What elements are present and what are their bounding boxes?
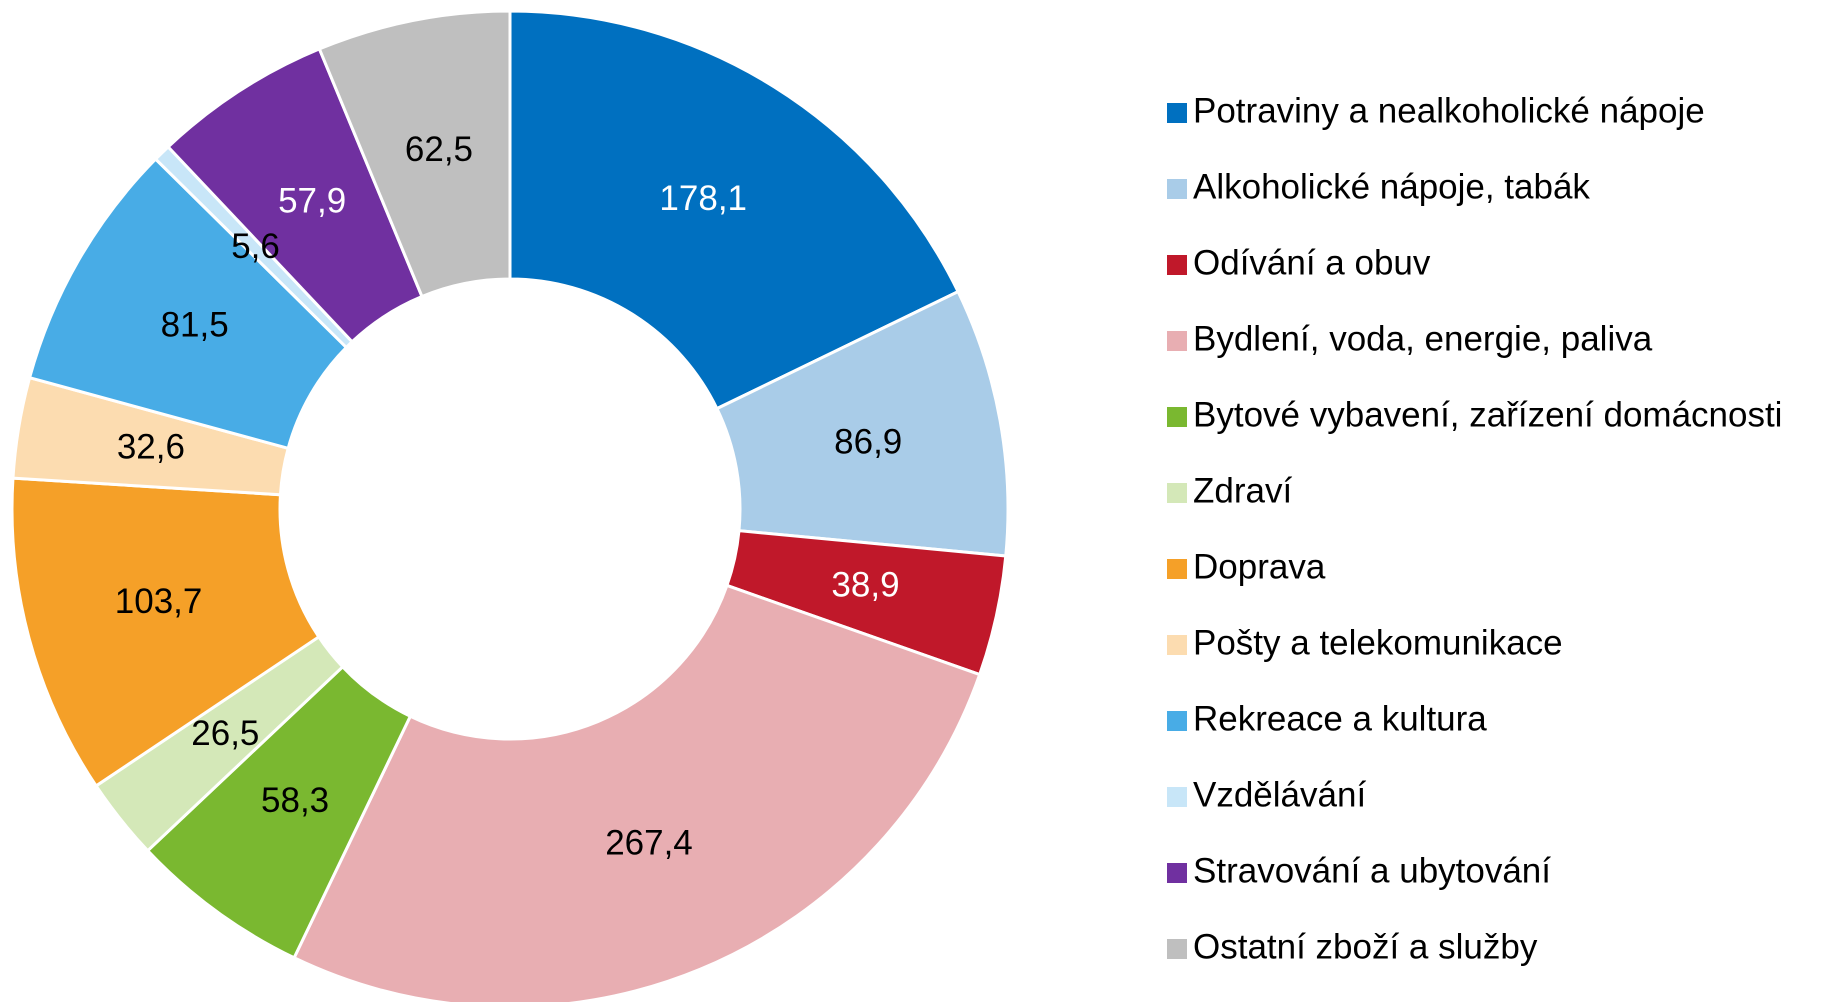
- data-label: 5,6: [231, 227, 280, 266]
- legend-label: Stravování a ubytování: [1193, 851, 1551, 890]
- legend-label: Doprava: [1193, 547, 1326, 586]
- slice: [10, 476, 321, 788]
- slice: [508, 9, 961, 411]
- data-label: 178,1: [659, 179, 747, 218]
- legend-label: Bydlení, voda, energie, paliva: [1193, 319, 1653, 358]
- data-label: 267,4: [605, 824, 693, 863]
- legend-swatch: [1167, 559, 1187, 579]
- data-label: 58,3: [261, 781, 329, 820]
- legend-swatch: [1167, 787, 1187, 807]
- legend-swatch: [1167, 863, 1187, 883]
- legend-label: Alkoholické nápoje, tabák: [1193, 167, 1590, 206]
- legend-label: Zdraví: [1193, 471, 1292, 510]
- legend-swatch: [1167, 939, 1187, 959]
- legend-label: Odívání a obuv: [1193, 243, 1431, 282]
- legend-label: Bytové vybavení, zařízení domácnosti: [1193, 395, 1782, 434]
- legend-swatch: [1167, 407, 1187, 427]
- slice: [292, 583, 982, 1002]
- data-label: 57,9: [278, 182, 346, 221]
- legend-label: Rekreace a kultura: [1193, 699, 1487, 738]
- slice: [714, 289, 1010, 558]
- data-label: 26,5: [191, 714, 259, 753]
- legend-swatch: [1167, 255, 1187, 275]
- legend-swatch: [1167, 711, 1187, 731]
- data-label: 38,9: [831, 565, 899, 604]
- legend-label: Ostatní zboží a služby: [1193, 927, 1538, 966]
- legend-label: Potraviny a nealkoholické nápoje: [1193, 91, 1705, 130]
- legend-label: Pošty a telekomunikace: [1193, 623, 1563, 662]
- data-label: 103,7: [115, 582, 203, 621]
- legend-swatch: [1167, 179, 1187, 199]
- data-label: 81,5: [161, 305, 229, 344]
- slice: [317, 9, 512, 299]
- legend-swatch: [1167, 635, 1187, 655]
- legend-swatch: [1167, 331, 1187, 351]
- data-label: 62,5: [405, 130, 473, 169]
- legend-label: Vzdělávání: [1193, 775, 1366, 814]
- legend-swatch: [1167, 483, 1187, 503]
- legend-swatch: [1167, 103, 1187, 123]
- data-label: 32,6: [117, 428, 185, 467]
- data-label: 86,9: [834, 423, 902, 462]
